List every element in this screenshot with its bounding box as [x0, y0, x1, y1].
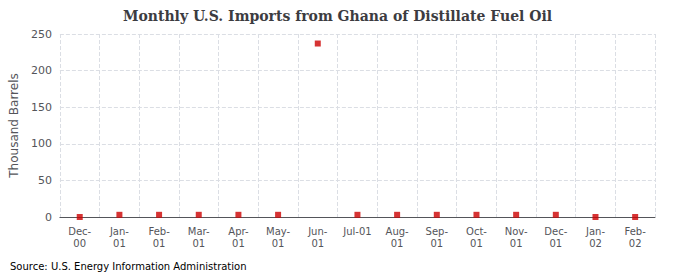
svg-text:Jan-: Jan- — [109, 226, 129, 237]
svg-text:01: 01 — [391, 238, 404, 249]
svg-text:Source: U.S. Energy Informatio: Source: U.S. Energy Information Administ… — [10, 261, 247, 272]
svg-text:250: 250 — [31, 28, 52, 41]
svg-text:Apr-: Apr- — [228, 226, 249, 237]
svg-text:01: 01 — [232, 238, 245, 249]
svg-text:200: 200 — [31, 64, 52, 77]
svg-text:Feb-: Feb- — [624, 226, 646, 237]
svg-text:100: 100 — [31, 137, 52, 150]
svg-text:Sep-: Sep- — [426, 226, 449, 237]
svg-text:01: 01 — [470, 238, 483, 249]
svg-text:01: 01 — [311, 238, 324, 249]
svg-text:Thousand Barrels: Thousand Barrels — [7, 73, 21, 178]
svg-text:01: 01 — [430, 238, 443, 249]
svg-text:Mar-: Mar- — [188, 226, 210, 237]
svg-text:02: 02 — [589, 238, 602, 249]
svg-text:Monthly U.S. Imports from Ghan: Monthly U.S. Imports from Ghana of Disti… — [123, 8, 552, 24]
svg-text:Jul-01: Jul-01 — [342, 226, 371, 237]
svg-text:Feb-: Feb- — [148, 226, 170, 237]
svg-text:Jun-: Jun- — [307, 226, 328, 237]
svg-text:Jan-: Jan- — [585, 226, 605, 237]
svg-text:02: 02 — [629, 238, 642, 249]
svg-text:Aug-: Aug- — [386, 226, 410, 237]
svg-text:Dec-: Dec- — [68, 226, 91, 237]
svg-text:01: 01 — [113, 238, 126, 249]
svg-text:01: 01 — [272, 238, 285, 249]
svg-text:May-: May- — [266, 226, 290, 237]
svg-text:Dec-: Dec- — [544, 226, 567, 237]
svg-text:50: 50 — [38, 174, 52, 187]
svg-text:0: 0 — [45, 211, 52, 224]
svg-text:01: 01 — [153, 238, 166, 249]
svg-text:Oct-: Oct- — [466, 226, 487, 237]
svg-text:150: 150 — [31, 101, 52, 114]
svg-text:00: 00 — [73, 238, 86, 249]
svg-text:Nov-: Nov- — [505, 226, 528, 237]
svg-text:01: 01 — [510, 238, 523, 249]
svg-text:01: 01 — [192, 238, 205, 249]
svg-text:01: 01 — [549, 238, 562, 249]
